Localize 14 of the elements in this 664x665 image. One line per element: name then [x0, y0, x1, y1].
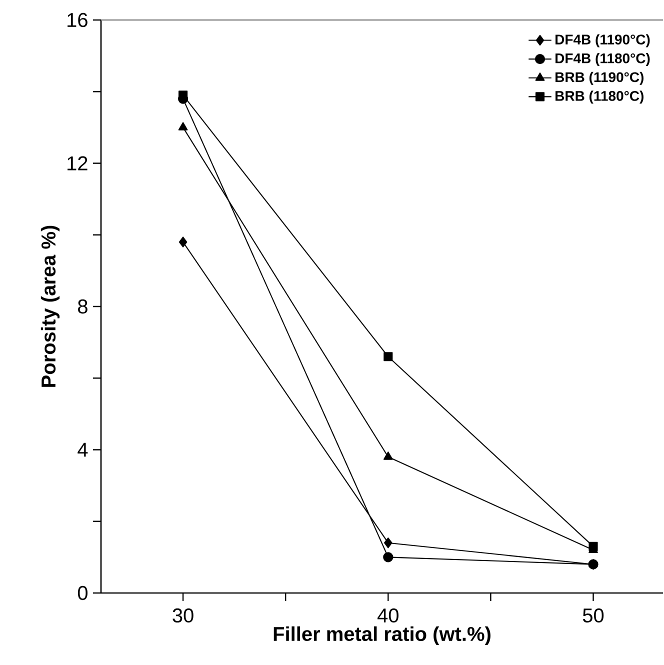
- legend-label: BRB (1190°C): [556, 72, 644, 85]
- legend-label: DF4B (1190°C): [556, 34, 650, 48]
- x-tick-label: 40: [377, 608, 398, 623]
- y-tick-label: 8: [78, 299, 88, 314]
- y-tick-label: 0: [78, 586, 88, 600]
- legend-label: DF4B (1180°C): [556, 53, 650, 66]
- y-tick-label: 12: [68, 156, 88, 170]
- y-tick-label: 16: [68, 12, 88, 28]
- legend-label: BRB (1180°C): [556, 90, 644, 104]
- x-tick-label: 50: [582, 608, 604, 623]
- y-axis-title: Porosity (area %): [40, 226, 60, 387]
- x-tick-label: 30: [172, 608, 194, 623]
- y-tick-label: 4: [78, 442, 88, 457]
- x-axis-title: Filler metal ratio (wt.%): [274, 626, 490, 645]
